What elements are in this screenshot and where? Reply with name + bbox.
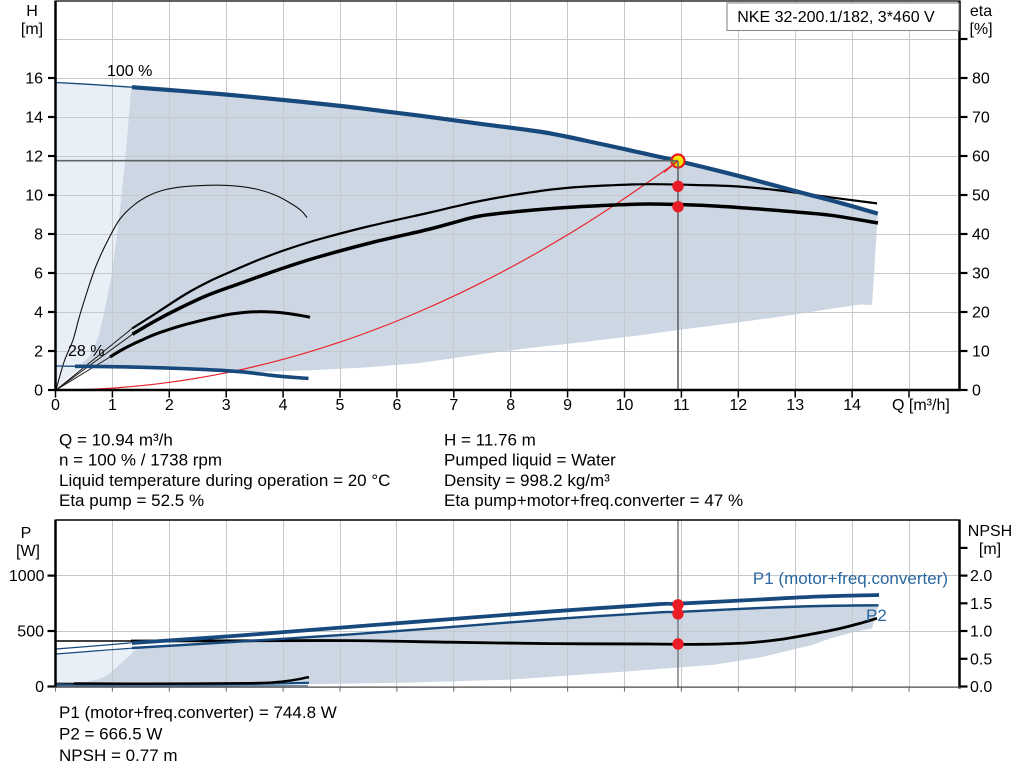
svg-text:0: 0 bbox=[51, 397, 60, 414]
svg-text:60: 60 bbox=[972, 149, 990, 166]
svg-text:2: 2 bbox=[165, 397, 174, 414]
svg-text:P2: P2 bbox=[866, 606, 887, 625]
svg-text:n = 100 % / 1738 rpm: n = 100 % / 1738 rpm bbox=[59, 451, 222, 470]
svg-text:40: 40 bbox=[972, 227, 990, 244]
svg-text:5: 5 bbox=[336, 397, 345, 414]
svg-text:13: 13 bbox=[786, 397, 804, 414]
svg-text:1: 1 bbox=[108, 397, 117, 414]
svg-text:12: 12 bbox=[729, 397, 747, 414]
svg-text:10: 10 bbox=[972, 344, 990, 361]
svg-text:0: 0 bbox=[972, 383, 981, 400]
svg-text:30: 30 bbox=[972, 266, 990, 283]
svg-text:9: 9 bbox=[563, 397, 572, 414]
svg-text:P1 (motor+freq.converter) = 74: P1 (motor+freq.converter) = 744.8 W bbox=[59, 703, 337, 722]
svg-text:P: P bbox=[21, 525, 32, 542]
svg-text:7: 7 bbox=[449, 397, 458, 414]
svg-text:P2 = 666.5 W: P2 = 666.5 W bbox=[59, 724, 162, 743]
svg-text:[m]: [m] bbox=[21, 21, 43, 38]
svg-text:3: 3 bbox=[222, 397, 231, 414]
svg-text:1.5: 1.5 bbox=[970, 596, 992, 613]
svg-text:50: 50 bbox=[972, 188, 990, 205]
svg-text:10: 10 bbox=[25, 188, 43, 205]
svg-text:NPSH: NPSH bbox=[968, 523, 1012, 540]
svg-text:500: 500 bbox=[17, 624, 44, 641]
svg-text:[%]: [%] bbox=[969, 21, 992, 38]
svg-text:0.0: 0.0 bbox=[970, 679, 992, 696]
svg-text:12: 12 bbox=[25, 149, 43, 166]
svg-text:NKE 32-200.1/182, 3*460 V: NKE 32-200.1/182, 3*460 V bbox=[737, 9, 935, 26]
svg-text:Eta pump = 52.5 %: Eta pump = 52.5 % bbox=[59, 491, 204, 510]
svg-text:Q = 10.94 m³/h: Q = 10.94 m³/h bbox=[59, 431, 173, 450]
svg-text:4: 4 bbox=[279, 397, 288, 414]
svg-text:NPSH = 0.77 m: NPSH = 0.77 m bbox=[59, 746, 178, 765]
svg-text:P1 (motor+freq.converter): P1 (motor+freq.converter) bbox=[753, 569, 948, 588]
svg-text:16: 16 bbox=[25, 71, 43, 88]
svg-text:8: 8 bbox=[34, 227, 43, 244]
svg-text:80: 80 bbox=[972, 71, 990, 88]
svg-text:70: 70 bbox=[972, 110, 990, 127]
svg-text:6: 6 bbox=[34, 266, 43, 283]
svg-text:0: 0 bbox=[35, 679, 44, 696]
svg-text:2.0: 2.0 bbox=[970, 568, 992, 585]
svg-text:Q [m³/h]: Q [m³/h] bbox=[892, 397, 950, 414]
svg-text:eta: eta bbox=[970, 3, 992, 20]
svg-text:4: 4 bbox=[34, 305, 43, 322]
svg-text:H: H bbox=[26, 3, 38, 20]
svg-text:10: 10 bbox=[616, 397, 634, 414]
svg-text:20: 20 bbox=[972, 305, 990, 322]
svg-text:0.5: 0.5 bbox=[970, 651, 992, 668]
svg-text:100 %: 100 % bbox=[107, 63, 152, 80]
svg-text:8: 8 bbox=[506, 397, 515, 414]
svg-text:0: 0 bbox=[34, 383, 43, 400]
svg-text:Pumped liquid = Water: Pumped liquid = Water bbox=[444, 451, 616, 470]
svg-text:28 %: 28 % bbox=[68, 343, 104, 360]
svg-text:14: 14 bbox=[843, 397, 861, 414]
svg-text:Eta pump+motor+freq.converter: Eta pump+motor+freq.converter = 47 % bbox=[444, 491, 743, 510]
svg-text:2: 2 bbox=[34, 344, 43, 361]
svg-text:[m]: [m] bbox=[979, 541, 1001, 558]
svg-text:1.0: 1.0 bbox=[970, 624, 992, 641]
svg-text:1000: 1000 bbox=[9, 568, 45, 585]
svg-text:Density = 998.2 kg/m³: Density = 998.2 kg/m³ bbox=[444, 471, 610, 490]
svg-text:6: 6 bbox=[392, 397, 401, 414]
svg-text:Liquid temperature during oper: Liquid temperature during operation = 20… bbox=[59, 471, 390, 490]
svg-text:11: 11 bbox=[673, 397, 690, 414]
svg-text:H = 11.76 m: H = 11.76 m bbox=[444, 431, 536, 450]
svg-text:14: 14 bbox=[25, 110, 43, 127]
svg-text:[W]: [W] bbox=[16, 543, 40, 560]
